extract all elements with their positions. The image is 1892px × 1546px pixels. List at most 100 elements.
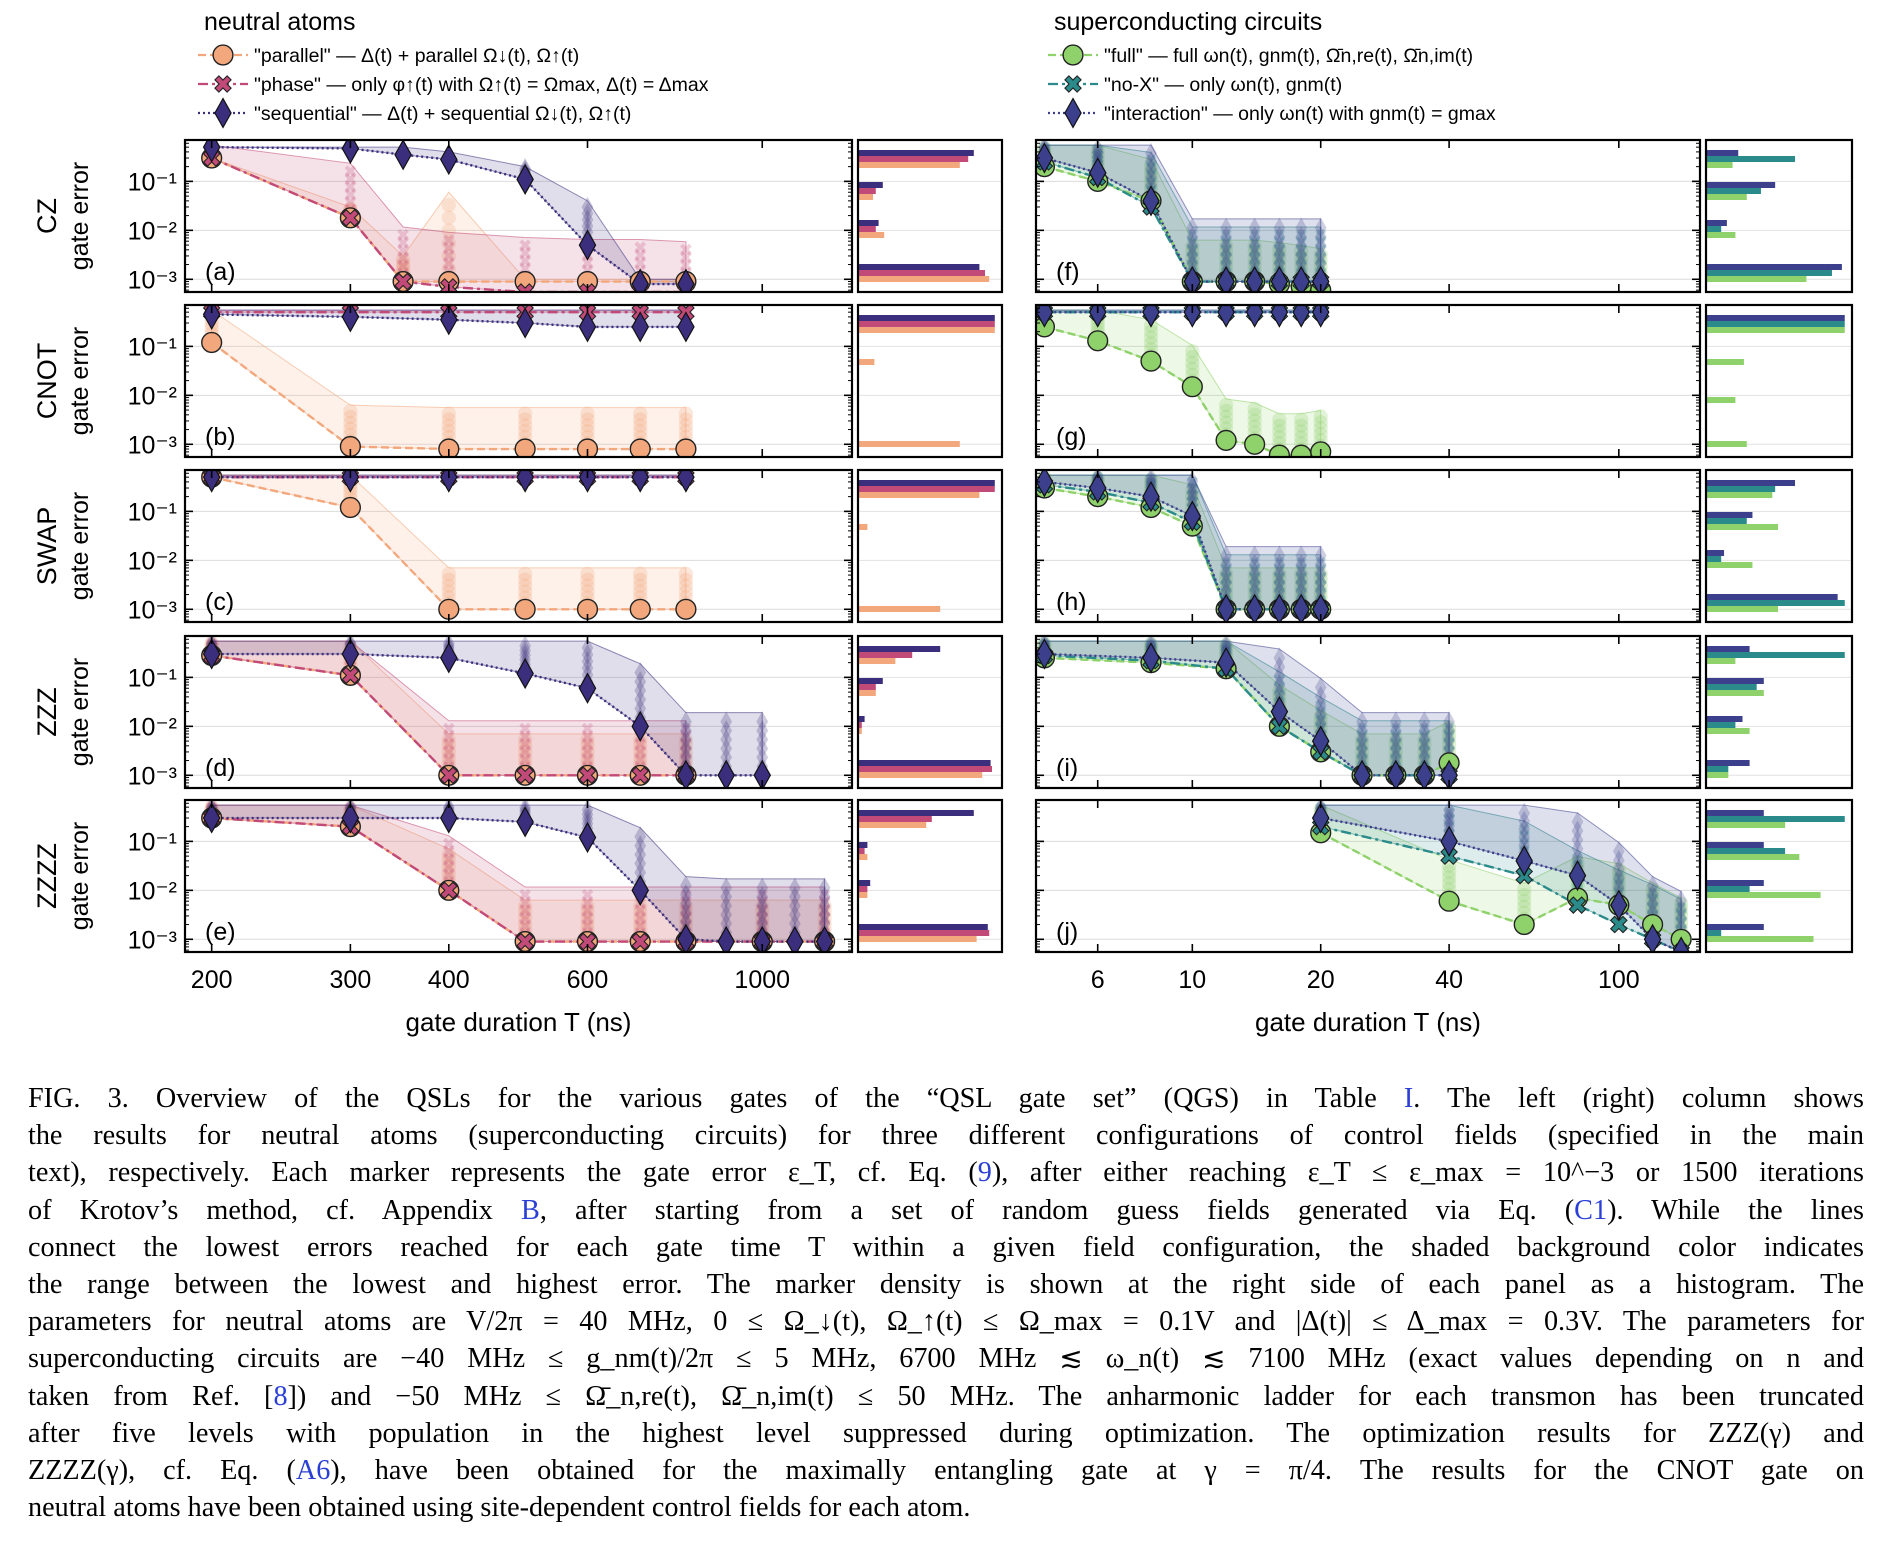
sample-marker-parallel [678,412,694,427]
y-tick-label: 10⁻² [128,382,177,410]
sample-marker-phase [442,861,455,873]
sample-marker-interaction [1675,907,1687,929]
sample-marker-sequential [720,886,733,908]
data-point-sequential [631,874,650,906]
sample-marker-parallel [580,916,595,931]
sample-marker-parallel [580,898,595,914]
sample-marker-parallel [441,859,456,874]
sample-marker-full [1143,170,1159,185]
sample-marker-sequential [680,911,692,932]
data-point-phase [631,932,650,951]
sample-marker-sequential [720,913,733,935]
sample-marker-full [1218,584,1234,599]
sample-marker-interaction [1295,545,1308,567]
caption-reference-link[interactable]: B [521,1194,540,1226]
sample-marker-interaction [1518,810,1531,832]
sample-marker-interaction [1356,720,1368,741]
sample-marker-full [1388,750,1403,765]
histogram-bar [859,766,992,772]
sample-marker-interaction [1186,217,1199,239]
data-point-interaction [1610,889,1628,921]
histogram-bar [1707,162,1733,168]
sample-marker-interaction [1091,146,1104,168]
sample-marker-parallel [441,572,456,587]
data-point-sequential [578,470,597,493]
histogram-bar [1707,315,1845,321]
sample-marker-interaction [1646,875,1659,897]
sample-marker-no-X [1248,244,1261,257]
data-point-sequential [516,307,534,339]
sample-marker-parallel [580,406,595,421]
sample-marker-interaction [1220,572,1232,593]
histogram-bar [1707,150,1739,156]
sample-marker-full [1313,415,1328,430]
sample-marker-parallel [580,424,595,439]
sample-marker-interaction [1273,656,1286,678]
histogram-bar [859,359,875,365]
sample-marker-no-X [1273,556,1286,569]
sample-marker-interaction [1220,226,1232,248]
sample-marker-phase [519,247,531,259]
sample-marker-parallel [441,566,456,581]
sample-marker-full [1272,412,1287,427]
sample-marker-no-X [1646,886,1659,899]
histogram-d [856,634,1004,790]
caption-reference-link[interactable]: C1 [1574,1194,1608,1226]
sample-marker-full [1645,893,1660,909]
histogram-bar [859,772,983,778]
sample-marker-no-X [1273,252,1286,265]
sample-marker-no-X [1220,236,1232,249]
sample-marker-full [1417,750,1432,765]
sample-marker-full [1272,430,1287,445]
sample-marker-interaction [1612,876,1625,898]
sample-marker-full [1247,584,1262,599]
sample-marker-parallel [441,424,456,439]
histogram-bar [859,842,868,848]
histogram-bar [859,264,980,270]
sample-marker-parallel [343,415,358,431]
sample-marker-full [1272,572,1287,587]
sample-marker-interaction [1518,834,1531,856]
sample-marker-full [1143,175,1159,191]
caption-reference-link[interactable]: 9 [977,1157,992,1189]
data-point-interaction [1440,759,1458,788]
sample-marker-no-X [1186,228,1199,241]
data-point-phase [516,766,535,785]
sample-marker-parallel [633,910,648,926]
data-point-parallel [675,598,697,620]
data-point-phase [439,766,458,785]
sample-marker-parallel [441,744,456,759]
sample-marker-parallel [441,750,456,765]
sample-marker-full [1645,887,1660,903]
sample-marker-full [1294,430,1309,445]
legend-entry-phase: "phase" — only φ↑(t) with Ω↑(t) = Ωmax, … [198,74,709,96]
sample-marker-no-X [1273,236,1286,249]
histogram-bar [859,930,990,936]
caption-reference-link[interactable]: 8 [273,1380,288,1412]
histogram-bar [859,854,868,860]
caption-reference-link[interactable]: I [1403,1083,1414,1114]
data-point-sequential [202,140,221,163]
sample-marker-full [1185,244,1200,260]
sample-marker-interaction [1220,217,1232,239]
sample-marker-no-X [1248,580,1261,592]
histogram-bar [859,441,960,447]
sample-marker-parallel [517,406,533,421]
sample-marker-no-X [1248,556,1261,569]
sample-marker-interaction [1273,253,1286,275]
sample-marker-parallel [517,744,533,759]
sample-marker-phase [634,746,647,758]
x-axis-label: gate duration T (ns) [406,1007,632,1037]
sample-marker-parallel [580,738,595,753]
sample-marker-no-X [1389,738,1402,750]
legend-entry-parallel: "parallel" — Δ(t) + parallel Ω↓(t), Ω↑(t… [198,44,579,67]
sample-marker-full [1218,397,1234,413]
panel-e: 10⁻¹ 10⁻² 10⁻³ (e) ZZZZ gate error [32,798,1004,954]
data-point-interaction [1440,825,1458,857]
data-point-sequential [677,470,695,493]
sample-marker-phase [442,234,455,246]
sample-marker-no-X [1186,244,1199,257]
caption-reference-link[interactable]: A6 [295,1455,331,1487]
legend-label-parallel: "parallel" — Δ(t) + parallel Ω↓(t), Ω↑(t… [254,45,579,67]
sample-marker-parallel [755,898,770,914]
